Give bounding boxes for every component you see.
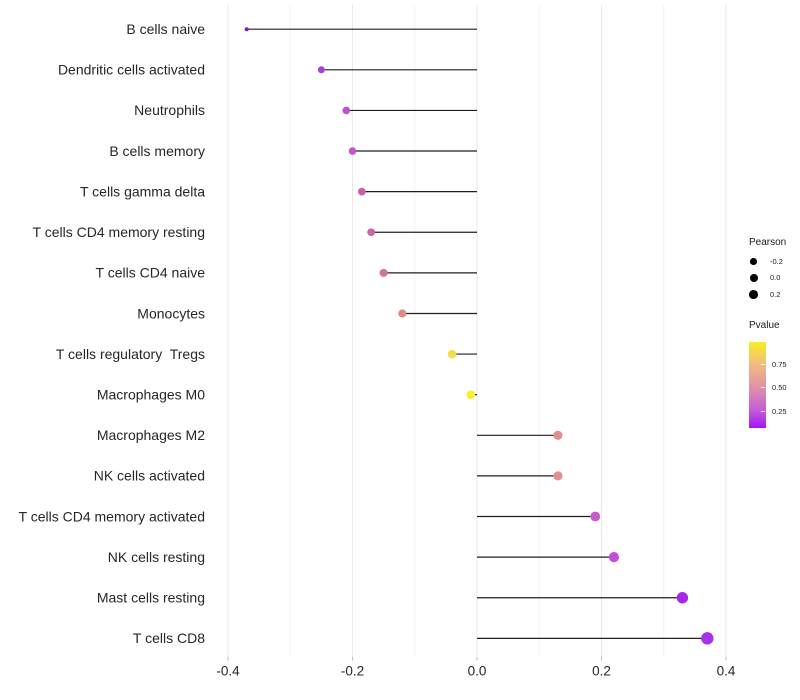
lollipop-dot xyxy=(447,349,457,359)
legend-pearson-dot xyxy=(749,290,758,299)
x-axis-tick-label: -0.4 xyxy=(216,664,240,679)
lollipop-dot xyxy=(317,66,325,74)
y-axis-label: T cells regulatory Tregs xyxy=(56,346,205,362)
pvalue-tick-label: 0.75 xyxy=(772,359,787,369)
pvalue-tick-label: 0.25 xyxy=(772,406,787,416)
lollipop-dot xyxy=(676,592,689,604)
legend-pearson-dot xyxy=(750,258,757,265)
x-axis-tick-label: 0.0 xyxy=(468,664,487,679)
y-axis-label: NK cells resting xyxy=(108,549,205,565)
lollipop-dot xyxy=(367,228,376,237)
lollipop-dot xyxy=(553,471,563,481)
pvalue-tick-label: 0.50 xyxy=(772,382,787,392)
lollipop-dot xyxy=(379,268,388,277)
lollipop-dot xyxy=(590,511,601,522)
legend-pearson-label: -0.2 xyxy=(770,256,783,266)
x-axis-tick-label: 0.2 xyxy=(592,664,611,679)
legend-pearson-entry: 0.0 xyxy=(741,270,800,287)
y-axis-label: Monocytes xyxy=(137,305,205,321)
y-axis-label: T cells CD8 xyxy=(133,630,205,646)
y-axis-label: T cells CD4 naive xyxy=(96,265,206,281)
legend-pearson-dot-box xyxy=(749,273,758,282)
x-axis-tick-label: -0.2 xyxy=(341,664,364,679)
y-axis-label: B cells naive xyxy=(126,21,205,37)
y-axis-label: Neutrophils xyxy=(134,102,205,118)
lollipop-dot xyxy=(608,552,620,563)
legend-pvalue: Pvalue 0.75 0.50 0.25 xyxy=(741,320,800,430)
y-axis-label: Macrophages M0 xyxy=(97,386,205,402)
lollipop-dot xyxy=(342,106,351,115)
legend-pearson-title: Pearson xyxy=(749,237,787,248)
y-axis-label: T cells gamma delta xyxy=(80,183,205,199)
legend-pearson-dot-box xyxy=(749,257,758,266)
y-axis-label: T cells CD4 memory resting xyxy=(33,224,205,240)
pvalue-tick-mark xyxy=(761,363,765,365)
lollipop-dot xyxy=(398,309,407,318)
legend-pearson: Pearson -0.2 0.0 0.2 xyxy=(741,237,800,303)
legend-pearson-label: 0.2 xyxy=(770,289,781,299)
legend-pearson-dot xyxy=(749,273,758,282)
legend-pvalue-title: Pvalue xyxy=(749,320,780,331)
pvalue-tick-mark xyxy=(761,410,765,412)
legend-pearson-dot-box xyxy=(749,290,758,299)
legend-pearson-label: 0.0 xyxy=(770,273,781,283)
lollipop-dot xyxy=(466,390,476,399)
y-axis-label: Dendritic cells activated xyxy=(58,62,205,78)
pvalue-tick-mark xyxy=(761,386,765,388)
x-axis-tick-label: 0.4 xyxy=(717,664,736,679)
y-axis-label: B cells memory xyxy=(109,143,205,159)
lollipop-dot xyxy=(357,187,366,196)
legend-pearson-entry: 0.2 xyxy=(741,286,800,303)
lollipop-dot xyxy=(701,632,714,645)
legend-pearson-entries: -0.2 0.0 0.2 xyxy=(741,253,800,303)
y-axis-label: Macrophages M2 xyxy=(97,427,205,443)
legend-pearson-entry: -0.2 xyxy=(741,253,800,270)
y-axis-label: NK cells activated xyxy=(94,468,205,484)
lollipop-dot xyxy=(244,27,249,32)
lollipop-dot xyxy=(553,430,563,440)
y-axis-label: Mast cells resting xyxy=(97,590,205,606)
y-axis-label: T cells CD4 memory activated xyxy=(19,508,205,524)
lollipop-dot xyxy=(348,147,357,155)
pvalue-gradient-bar xyxy=(749,342,766,428)
